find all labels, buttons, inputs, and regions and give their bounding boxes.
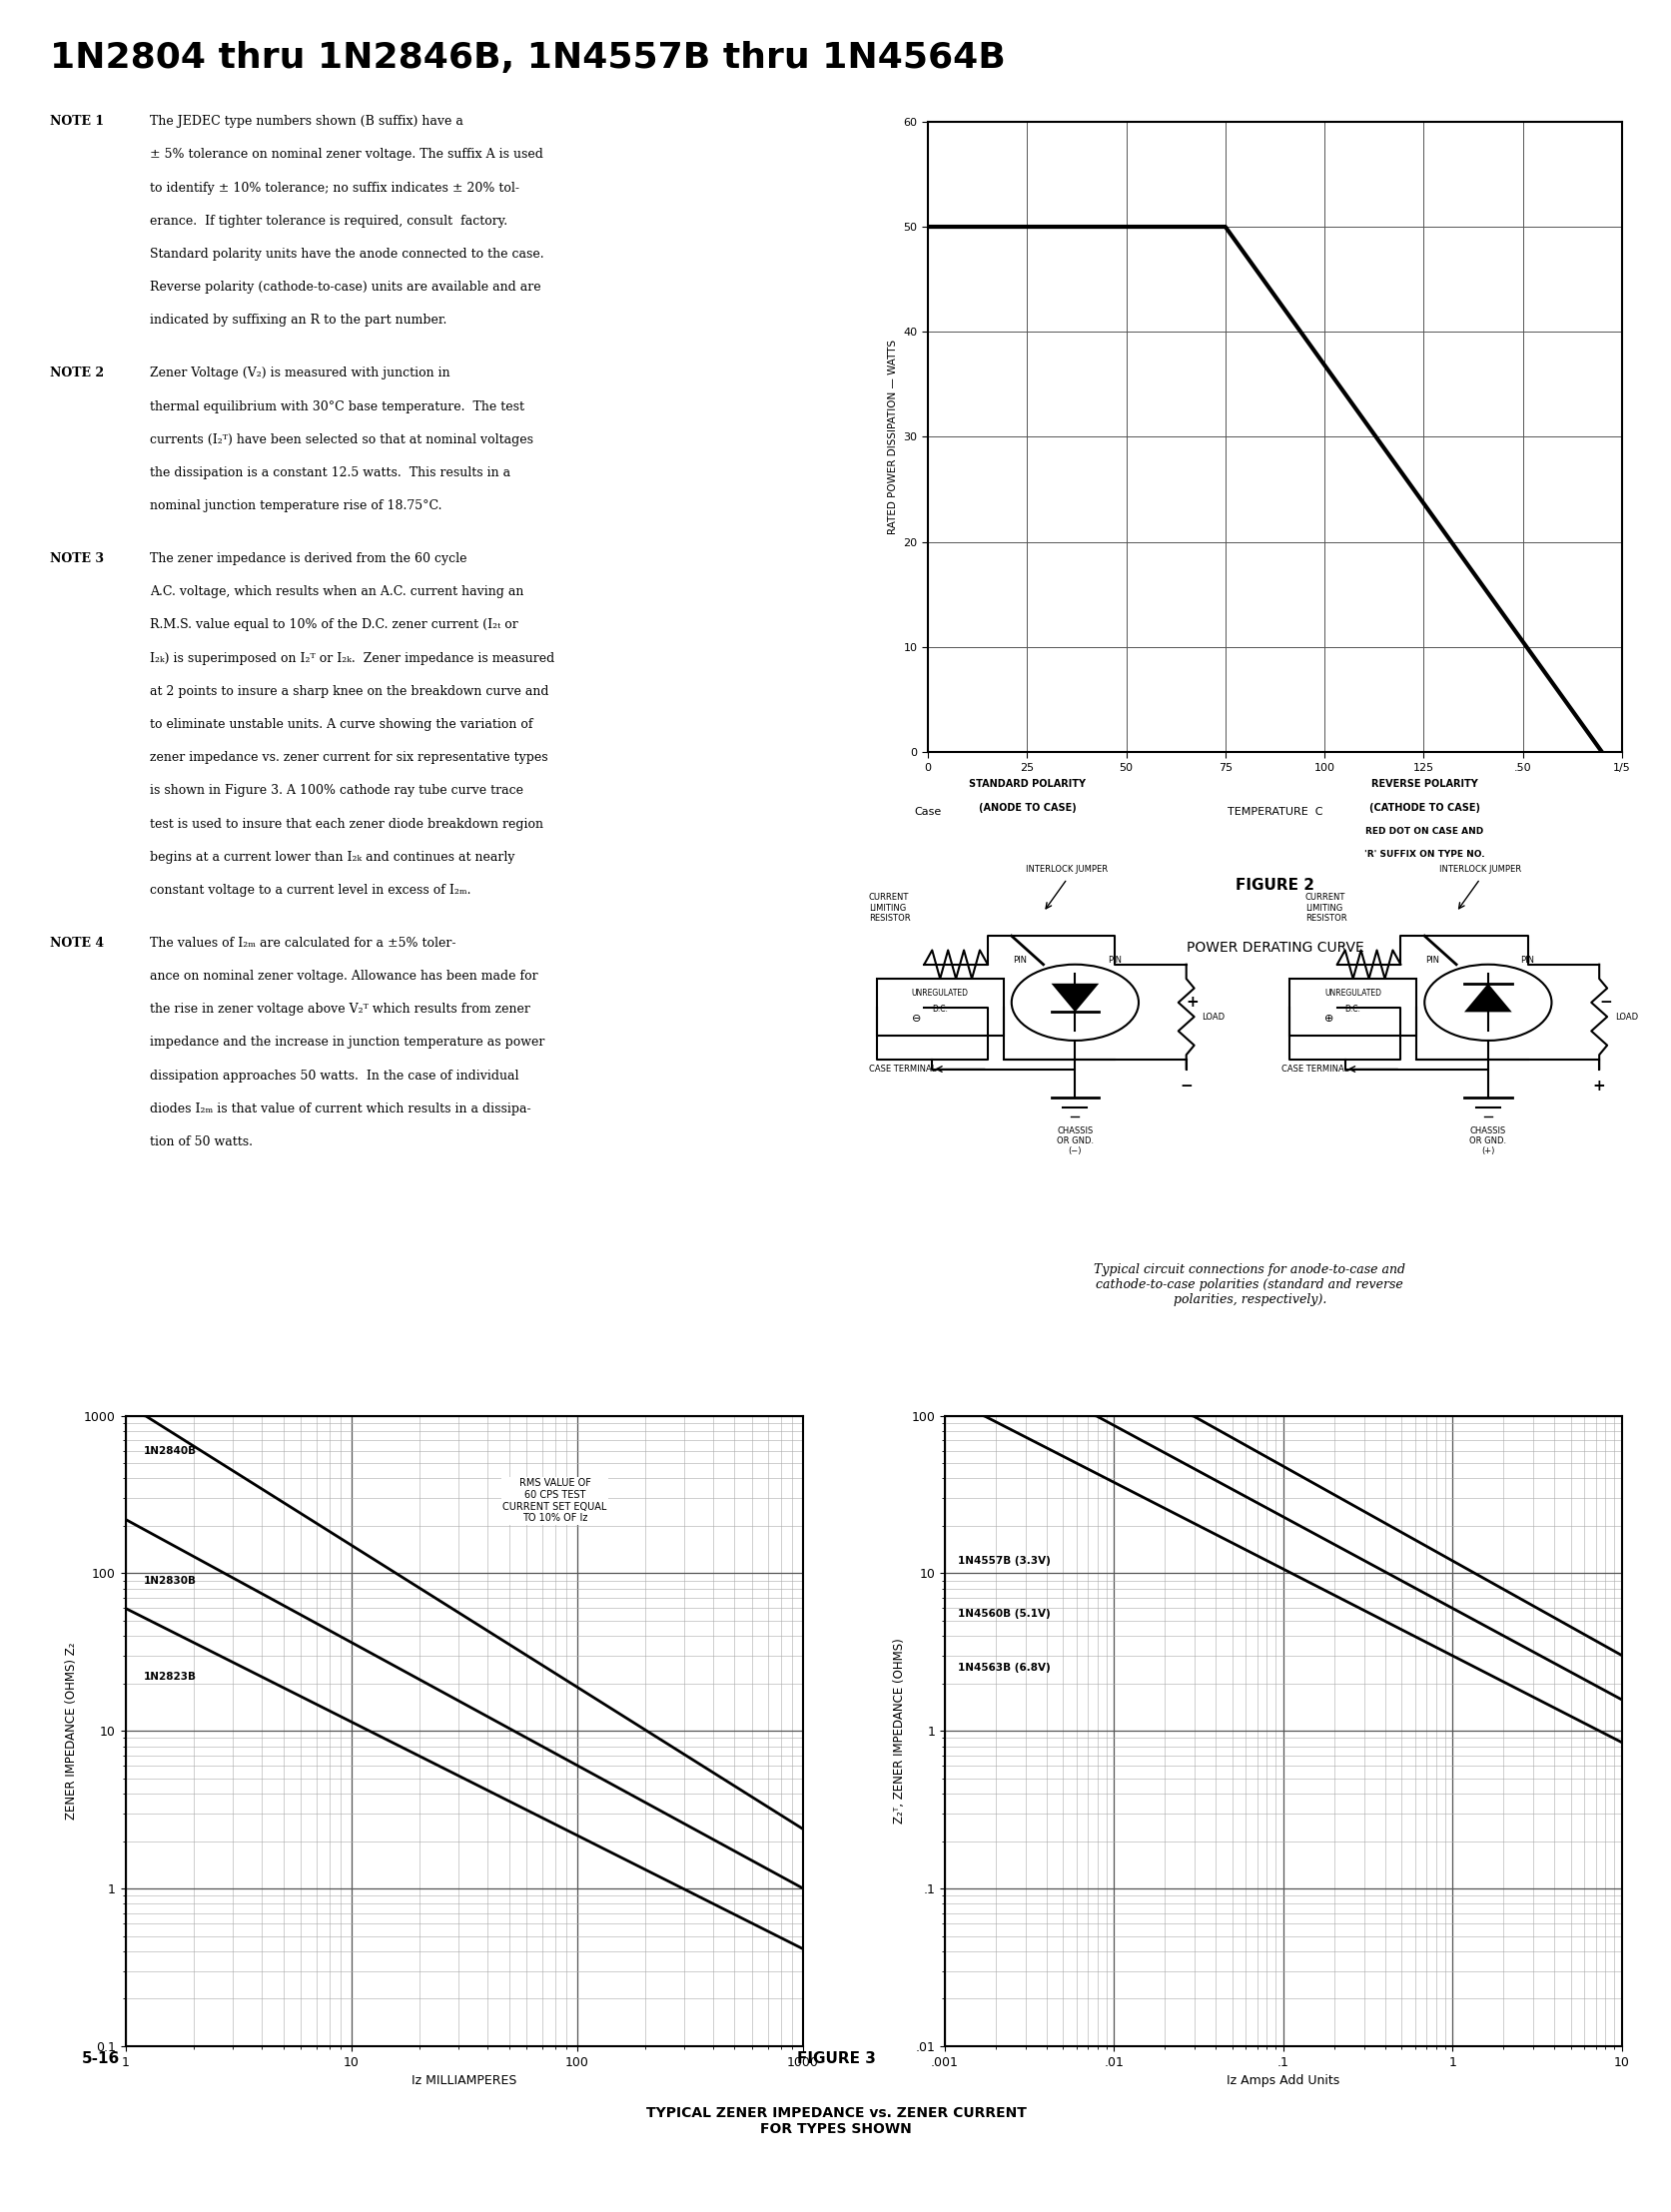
Text: The JEDEC type numbers shown (B suffix) have a: The JEDEC type numbers shown (B suffix) … xyxy=(150,115,463,128)
Text: PIN: PIN xyxy=(1521,956,1534,964)
Text: (CATHODE TO CASE): (CATHODE TO CASE) xyxy=(1369,803,1479,812)
Text: erance.  If tighter tolerance is required, consult  factory.: erance. If tighter tolerance is required… xyxy=(150,215,508,228)
Text: Typical circuit connections for anode-to-case and
cathode-to-case polarities (st: Typical circuit connections for anode-to… xyxy=(1093,1263,1405,1305)
Text: TYPICAL ZENER IMPEDANCE vs. ZENER CURRENT
FOR TYPES SHOWN: TYPICAL ZENER IMPEDANCE vs. ZENER CURREN… xyxy=(645,2106,1026,2137)
Text: PIN: PIN xyxy=(1013,956,1026,964)
Text: CHASSIS
OR GND.
(+): CHASSIS OR GND. (+) xyxy=(1469,1126,1506,1157)
Text: indicated by suffixing an R to the part number.: indicated by suffixing an R to the part … xyxy=(150,314,446,327)
Polygon shape xyxy=(1464,984,1511,1013)
Text: CASE TERMINAL: CASE TERMINAL xyxy=(869,1064,936,1073)
Y-axis label: Z₂ᵀ, ZENER IMPEDANCE (OHMS): Z₂ᵀ, ZENER IMPEDANCE (OHMS) xyxy=(892,1639,906,1823)
Text: 1N2804 thru 1N2846B, 1N4557B thru 1N4564B: 1N2804 thru 1N2846B, 1N4557B thru 1N4564… xyxy=(50,40,1006,75)
Text: RED DOT ON CASE AND: RED DOT ON CASE AND xyxy=(1365,827,1482,836)
Text: ⊖: ⊖ xyxy=(911,1013,921,1024)
Text: A.C. voltage, which results when an A.C. current having an: A.C. voltage, which results when an A.C.… xyxy=(150,586,523,599)
Text: at 2 points to insure a sharp knee on the breakdown curve and: at 2 points to insure a sharp knee on th… xyxy=(150,686,548,697)
Text: RMS VALUE OF
60 CPS TEST
CURRENT SET EQUAL
TO 10% OF Iz: RMS VALUE OF 60 CPS TEST CURRENT SET EQU… xyxy=(503,1478,607,1524)
Text: currents (I₂ᵀ) have been selected so that at nominal voltages: currents (I₂ᵀ) have been selected so tha… xyxy=(150,434,533,447)
Text: tion of 50 watts.: tion of 50 watts. xyxy=(150,1135,252,1148)
Text: 1N4557B (3.3V): 1N4557B (3.3V) xyxy=(957,1555,1049,1566)
Text: diodes I₂ₘ is that value of current which results in a dissipa-: diodes I₂ₘ is that value of current whic… xyxy=(150,1102,531,1115)
Text: 'R' SUFFIX ON TYPE NO.: 'R' SUFFIX ON TYPE NO. xyxy=(1364,849,1484,858)
Y-axis label: RATED POWER DISSIPATION — WATTS: RATED POWER DISSIPATION — WATTS xyxy=(887,338,897,535)
Text: NOTE 1: NOTE 1 xyxy=(50,115,104,128)
Text: NOTE 4: NOTE 4 xyxy=(50,936,104,949)
Text: Zener Voltage (V₂) is measured with junction in: Zener Voltage (V₂) is measured with junc… xyxy=(150,367,449,380)
Text: test is used to insure that each zener diode breakdown region: test is used to insure that each zener d… xyxy=(150,818,543,830)
Text: to eliminate unstable units. A curve showing the variation of: to eliminate unstable units. A curve sho… xyxy=(150,719,533,730)
Text: INTERLOCK JUMPER: INTERLOCK JUMPER xyxy=(1439,865,1521,874)
Text: CURRENT
LIMITING
RESISTOR: CURRENT LIMITING RESISTOR xyxy=(1305,894,1347,922)
Text: INTERLOCK JUMPER: INTERLOCK JUMPER xyxy=(1026,865,1108,874)
Text: UNREGULATED: UNREGULATED xyxy=(1323,989,1380,998)
Text: to identify ± 10% tolerance; no suffix indicates ± 20% tol-: to identify ± 10% tolerance; no suffix i… xyxy=(150,181,520,195)
Text: the rise in zener voltage above V₂ᵀ which results from zener: the rise in zener voltage above V₂ᵀ whic… xyxy=(150,1002,530,1015)
Text: REVERSE POLARITY: REVERSE POLARITY xyxy=(1370,779,1477,790)
Text: ance on nominal zener voltage. Allowance has been made for: ance on nominal zener voltage. Allowance… xyxy=(150,969,538,982)
Text: PIN: PIN xyxy=(1108,956,1121,964)
Text: LOAD: LOAD xyxy=(1201,1013,1225,1022)
Text: thermal equilibrium with 30°C base temperature.  The test: thermal equilibrium with 30°C base tempe… xyxy=(150,400,525,414)
Text: +: + xyxy=(1592,1079,1604,1093)
Text: CASE TERMINAL: CASE TERMINAL xyxy=(1280,1064,1348,1073)
Text: D.C.: D.C. xyxy=(1345,1004,1360,1013)
Text: zener impedance vs. zener current for six representative types: zener impedance vs. zener current for si… xyxy=(150,752,548,763)
Text: ± 5% tolerance on nominal zener voltage. The suffix A is used: ± 5% tolerance on nominal zener voltage.… xyxy=(150,148,543,161)
Text: CHASSIS
OR GND.
(−): CHASSIS OR GND. (−) xyxy=(1056,1126,1093,1157)
Text: PIN: PIN xyxy=(1425,956,1439,964)
Text: TEMPERATURE  C: TEMPERATURE C xyxy=(1227,807,1322,816)
Text: UNREGULATED: UNREGULATED xyxy=(911,989,968,998)
Text: begins at a current lower than I₂ₖ and continues at nearly: begins at a current lower than I₂ₖ and c… xyxy=(150,852,515,863)
Text: Standard polarity units have the anode connected to the case.: Standard polarity units have the anode c… xyxy=(150,248,545,261)
Text: 1N4563B (6.8V): 1N4563B (6.8V) xyxy=(957,1663,1049,1672)
Text: POWER DERATING CURVE: POWER DERATING CURVE xyxy=(1185,942,1364,956)
Text: 1N2823B: 1N2823B xyxy=(144,1672,196,1681)
Text: +: + xyxy=(1185,995,1198,1011)
Text: dissipation approaches 50 watts.  In the case of individual: dissipation approaches 50 watts. In the … xyxy=(150,1068,520,1082)
Text: CURRENT
LIMITING
RESISTOR: CURRENT LIMITING RESISTOR xyxy=(869,894,909,922)
Bar xyxy=(876,978,1003,1035)
Text: The zener impedance is derived from the 60 cycle: The zener impedance is derived from the … xyxy=(150,553,466,566)
Text: constant voltage to a current level in excess of I₂ₘ.: constant voltage to a current level in e… xyxy=(150,885,471,896)
Text: 1N2830B: 1N2830B xyxy=(144,1575,196,1586)
Text: impedance and the increase in junction temperature as power: impedance and the increase in junction t… xyxy=(150,1035,545,1048)
Text: the dissipation is a constant 12.5 watts.  This results in a: the dissipation is a constant 12.5 watts… xyxy=(150,467,511,480)
Text: ⊕: ⊕ xyxy=(1323,1013,1333,1024)
Y-axis label: ZENER IMPEDANCE (OHMS) Z₂: ZENER IMPEDANCE (OHMS) Z₂ xyxy=(65,1641,79,1820)
Text: −: − xyxy=(1180,1079,1191,1093)
Text: Reverse polarity (cathode-to-case) units are available and are: Reverse polarity (cathode-to-case) units… xyxy=(150,281,541,294)
Text: 1N4560B (5.1V): 1N4560B (5.1V) xyxy=(957,1608,1049,1619)
Text: 5-16: 5-16 xyxy=(82,2051,120,2066)
Text: NOTE 2: NOTE 2 xyxy=(50,367,104,380)
Text: I₂ₖ) is superimposed on I₂ᵀ or I₂ₖ.  Zener impedance is measured: I₂ₖ) is superimposed on I₂ᵀ or I₂ₖ. Zene… xyxy=(150,653,555,664)
Text: Case: Case xyxy=(914,807,941,816)
Text: (ANODE TO CASE): (ANODE TO CASE) xyxy=(978,803,1076,812)
X-axis label: Iz MILLIAMPERES: Iz MILLIAMPERES xyxy=(411,2075,516,2088)
Text: FIGURE 2: FIGURE 2 xyxy=(1235,878,1313,894)
Polygon shape xyxy=(1051,984,1098,1013)
Text: nominal junction temperature rise of 18.75°C.: nominal junction temperature rise of 18.… xyxy=(150,500,443,513)
Text: LOAD: LOAD xyxy=(1614,1013,1638,1022)
Text: NOTE 3: NOTE 3 xyxy=(50,553,104,566)
Bar xyxy=(1288,978,1415,1035)
Text: STANDARD POLARITY: STANDARD POLARITY xyxy=(969,779,1084,790)
Text: R.M.S. value equal to 10% of the D.C. zener current (I₂ₜ or: R.M.S. value equal to 10% of the D.C. ze… xyxy=(150,619,518,633)
X-axis label: Iz Amps Add Units: Iz Amps Add Units xyxy=(1227,2075,1338,2088)
Text: 1N2840B: 1N2840B xyxy=(144,1447,196,1455)
Text: FIGURE 3: FIGURE 3 xyxy=(795,2051,876,2066)
Text: is shown in Figure 3. A 100% cathode ray tube curve trace: is shown in Figure 3. A 100% cathode ray… xyxy=(150,785,523,796)
Text: The values of I₂ₘ are calculated for a ±5% toler-: The values of I₂ₘ are calculated for a ±… xyxy=(150,936,456,949)
Text: D.C.: D.C. xyxy=(932,1004,947,1013)
Text: −: − xyxy=(1597,995,1611,1011)
